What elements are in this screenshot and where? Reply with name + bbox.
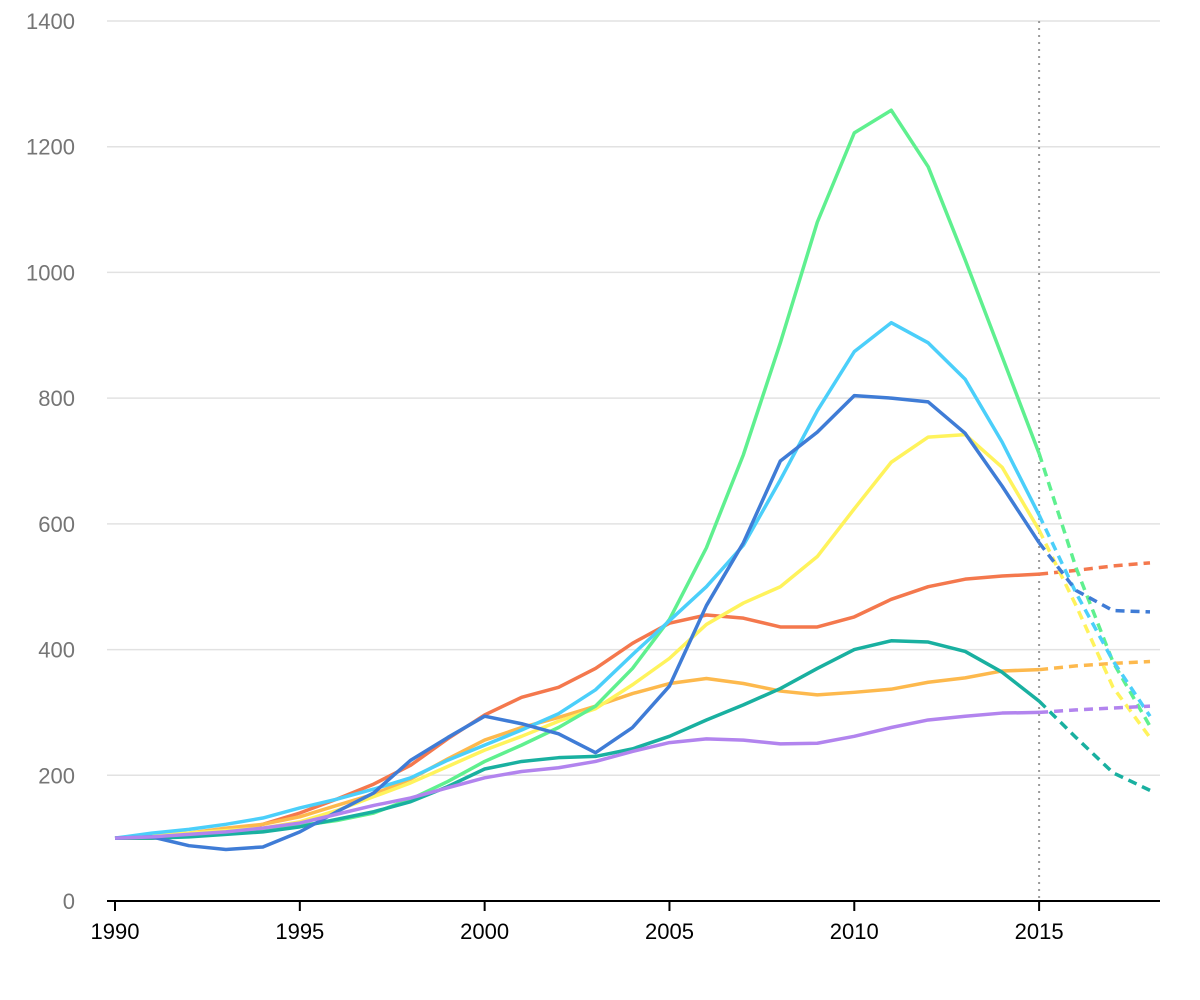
series-2-line [115,670,1039,838]
x-tick-label: 2015 [1015,919,1064,944]
series-4-line [115,110,1039,838]
series-7-line [115,396,1039,850]
series-1-line [115,574,1039,838]
x-axis-ticks: 1990 1995 2000 2005 2010 2015 [91,901,1064,944]
series-8-projection [1039,706,1150,712]
x-tick-label: 1990 [91,919,140,944]
x-tick-label: 1995 [275,919,324,944]
y-tick-label: 1400 [26,9,75,34]
series-7-projection [1039,543,1150,612]
x-tick-label: 2000 [460,919,509,944]
x-tick-label: 2010 [830,919,879,944]
y-tick-label: 1200 [26,135,75,160]
y-tick-label: 200 [38,763,75,788]
x-tick-label: 2005 [645,919,694,944]
y-tick-label: 400 [38,638,75,663]
series-4-projection [1039,453,1150,726]
y-tick-label: 600 [38,512,75,537]
y-axis-ticks: 0 200 400 600 800 1000 1200 1400 [26,9,75,914]
series-5-projection [1039,701,1150,790]
y-tick-label: 1000 [26,260,75,285]
y-tick-label: 0 [63,889,75,914]
series-lines [115,110,1150,849]
gridlines [107,21,1160,775]
series-5-line [115,641,1039,838]
series-2-projection [1039,662,1150,670]
series-3-line [115,435,1039,839]
y-tick-label: 800 [38,386,75,411]
